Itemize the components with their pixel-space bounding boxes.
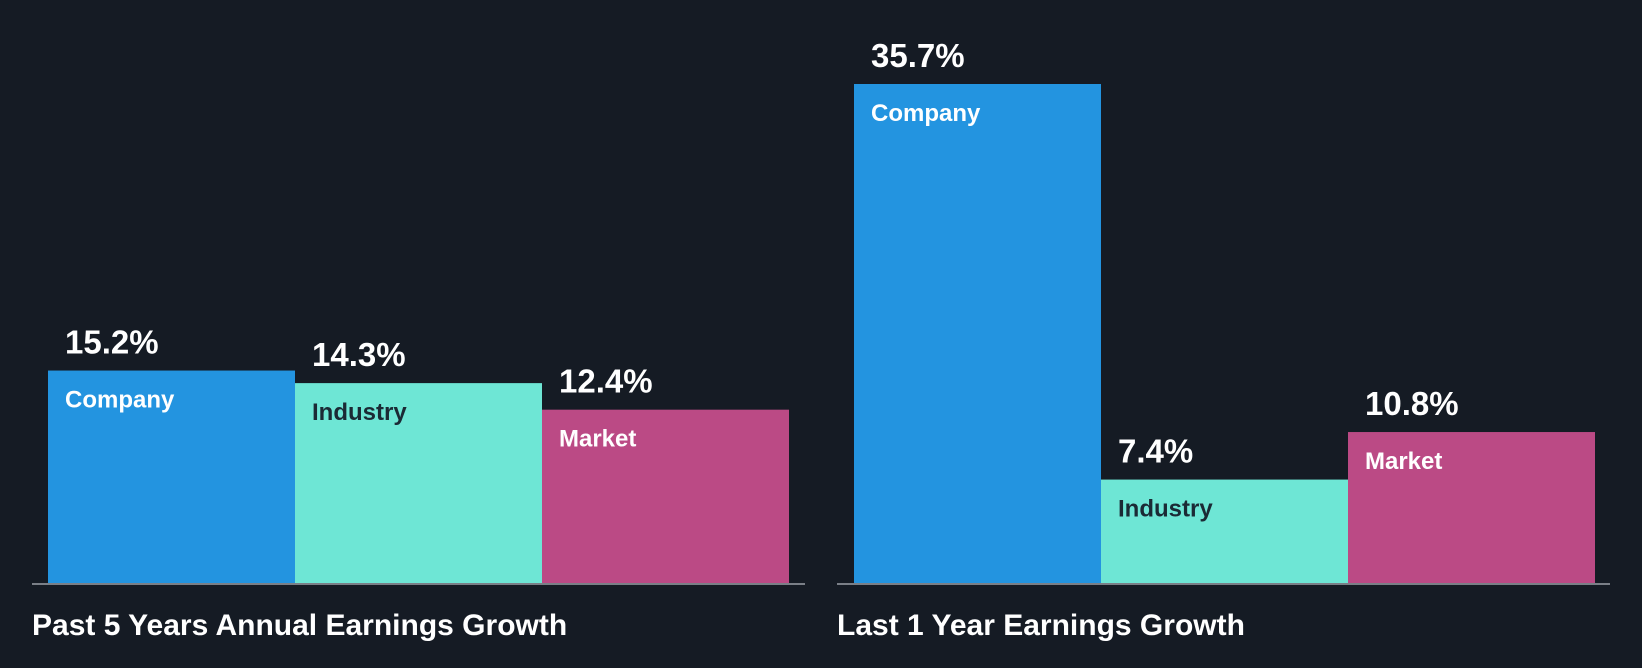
value-label-past-5-years-company: 15.2% [65,324,159,361]
chart-title-last-1-year: Last 1 Year Earnings Growth [837,609,1245,642]
category-label-past-5-years-industry: Industry [312,399,407,426]
bar-past-5-years-company [48,370,295,583]
category-label-last-1-year-market: Market [1365,448,1442,475]
value-label-past-5-years-market: 12.4% [559,363,653,400]
value-label-last-1-year-market: 10.8% [1365,385,1459,422]
category-label-last-1-year-industry: Industry [1118,496,1213,523]
value-label-last-1-year-company: 35.7% [871,37,965,74]
value-label-past-5-years-industry: 14.3% [312,336,406,373]
bars-past-5-years: 15.2% Company 14.3% Industry 12.4% Market [48,324,789,583]
category-label-past-5-years-company: Company [65,387,175,414]
panel-past-5-years: 15.2% Company 14.3% Industry 12.4% Market Pas… [32,324,805,642]
category-label-past-5-years-market: Market [559,426,636,453]
panel-last-1-year: 35.7% Company 7.4% Industry 10.8% Market Last… [837,37,1610,642]
chart-title-past-5-years: Past 5 Years Annual Earnings Growth [32,609,567,642]
bar-last-1-year-industry [1101,479,1348,583]
value-label-last-1-year-industry: 7.4% [1118,433,1193,470]
category-label-last-1-year-company: Company [871,100,981,127]
bar-past-5-years-market [542,409,789,583]
bar-past-5-years-industry [295,383,542,583]
bars-last-1-year: 35.7% Company 7.4% Industry 10.8% Market [854,37,1595,583]
bar-last-1-year-company [854,84,1101,583]
bar-last-1-year-market [1348,432,1595,583]
